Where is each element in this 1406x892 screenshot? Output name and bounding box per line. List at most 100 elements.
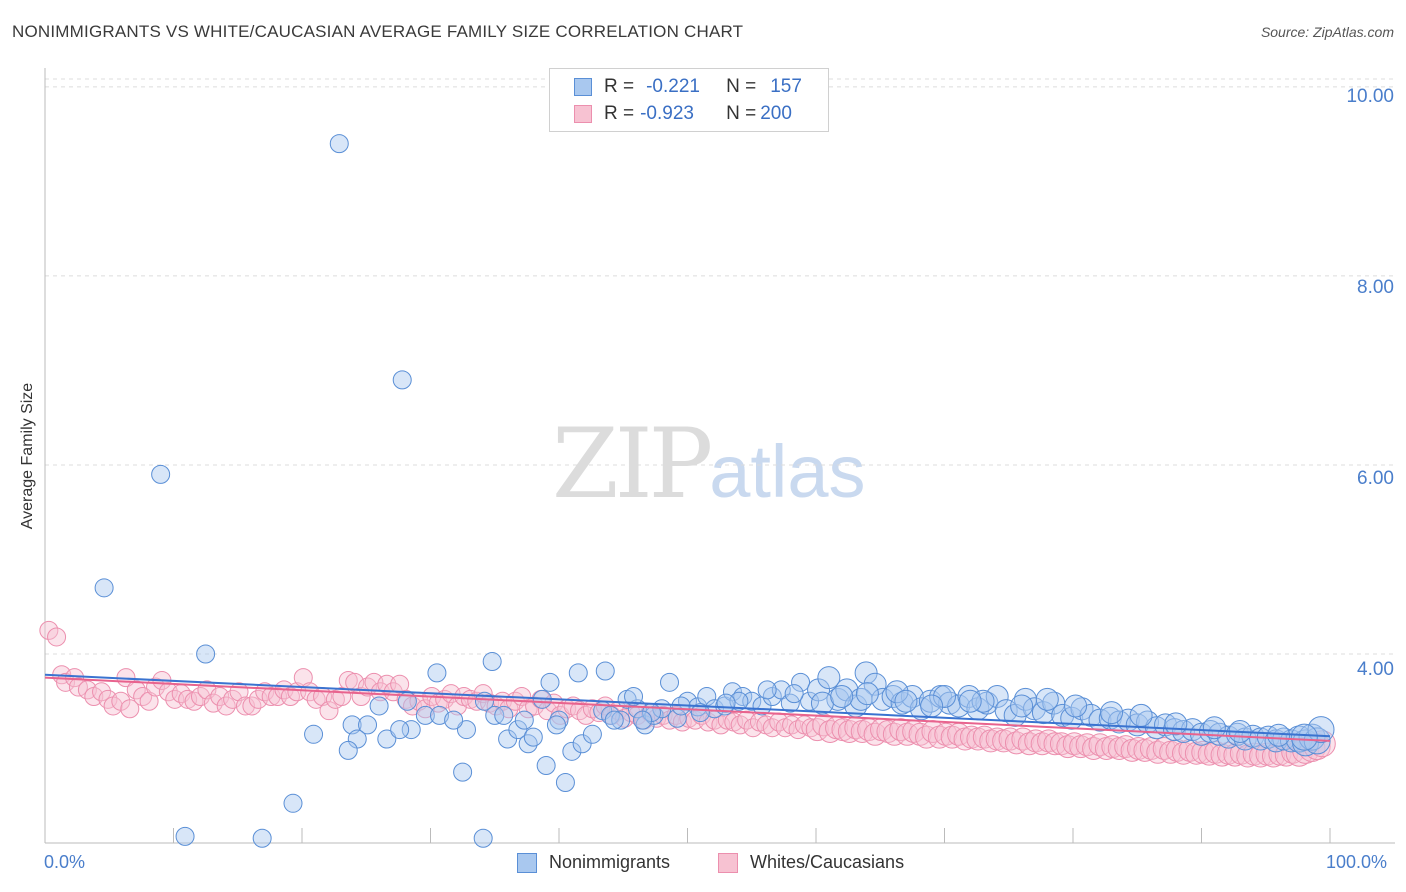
data-point-nonimmigrants [1107,710,1131,734]
data-point-nonimmigrants [771,680,791,700]
data-point-nonimmigrants [1031,701,1055,725]
data-point-whites [805,718,829,742]
data-point-nonimmigrants [807,678,831,702]
data-point-nonimmigrants [900,685,924,709]
data-point-whites [1146,740,1170,764]
data-point-whites [345,672,365,692]
data-point-nonimmigrants [690,703,710,723]
data-point-nonimmigrants [582,724,602,744]
data-point-nonimmigrants [863,672,887,696]
data-point-whites [998,727,1022,751]
data-point-whites [1062,732,1086,756]
data-point-nonimmigrants [568,663,588,683]
data-point-whites [882,722,906,746]
n-value: 200 [760,103,792,124]
data-point-whites [837,719,861,743]
data-point-nonimmigrants [390,720,410,740]
data-point-nonimmigrants [826,687,850,711]
data-point-nonimmigrants [415,705,435,725]
data-point-nonimmigrants [1164,712,1188,736]
legend-swatch-pink [718,852,738,873]
data-point-nonimmigrants [660,672,680,692]
data-point-nonimmigrants [358,715,378,735]
data-point-nonimmigrants [985,685,1009,709]
data-point-nonimmigrants [1064,694,1088,718]
data-point-whites [1082,736,1106,760]
data-point-nonimmigrants [151,464,171,484]
source-label: Source: ZipAtlas.com [1260,24,1394,40]
data-point-nonimmigrants [885,680,909,704]
data-point-nonimmigrants [644,705,664,725]
data-point-whites [319,701,339,721]
legend-label: Whites/Caucasians [750,852,905,872]
data-point-nonimmigrants [624,687,644,707]
data-point-nonimmigrants [401,720,421,740]
chart-title: NONIMMIGRANTS VS WHITE/CAUCASIAN AVERAGE… [12,22,744,41]
data-point-whites [940,725,964,749]
data-point-whites [415,699,435,719]
data-point-nonimmigrants [453,762,473,782]
data-point-whites [47,627,67,647]
data-point-nonimmigrants [1267,723,1291,747]
data-point-nonimmigrants [572,734,592,754]
data-point-whites [39,620,59,640]
data-point-nonimmigrants [1035,687,1059,711]
data-point-nonimmigrants [633,710,653,730]
data-point-nonimmigrants [830,685,854,709]
x-tick-label-min: 0.0% [44,852,86,872]
trend-line-whites [44,676,1331,742]
data-point-nonimmigrants [971,689,995,713]
data-point-nonimmigrants [329,134,349,154]
data-point-nonimmigrants [780,693,800,713]
data-point-whites [1011,727,1035,751]
data-point-nonimmigrants [555,773,575,793]
data-point-nonimmigrants [817,666,841,690]
data-point-nonimmigrants [456,720,476,740]
legend-swatch-pink [574,105,592,123]
data-point-nonimmigrants [716,693,736,713]
data-point-nonimmigrants [540,672,560,692]
data-point-nonimmigrants [342,715,362,735]
data-point-whites [1152,736,1176,760]
data-point-nonimmigrants [947,694,971,718]
n-value: 157 [770,76,802,97]
data-point-nonimmigrants [94,578,114,598]
data-point-whites [1088,733,1112,757]
n-label: N = [726,103,757,124]
data-point-whites [1184,741,1208,765]
data-point-nonimmigrants [611,710,631,730]
data-point-whites [248,689,268,709]
data-point-nonimmigrants [722,682,742,702]
data-point-nonimmigrants [482,652,502,672]
y-tick-label: 4.00 [1357,659,1394,680]
data-point-nonimmigrants [369,696,389,716]
y-axis-label: Average Family Size [19,382,36,530]
legend-item-whites[interactable]: Whites/Caucasians [718,852,904,873]
legend-row-whites: R = -0.923 N = 200 [574,103,792,125]
data-point-nonimmigrants [338,740,358,760]
y-tick-label: 6.00 [1357,468,1394,489]
data-point-whites [1049,732,1073,756]
data-point-whites [1017,732,1041,756]
data-point-whites [972,725,996,749]
data-point-nonimmigrants [508,720,528,740]
data-point-whites [934,722,958,746]
data-point-nonimmigrants [595,661,615,681]
legend-item-nonimmigrants[interactable]: Nonimmigrants [517,852,670,873]
n-label: N = [726,76,757,97]
data-point-nonimmigrants [855,682,879,706]
data-point-whites [178,689,198,709]
data-point-whites [1075,733,1099,757]
data-point-nonimmigrants [958,689,982,713]
data-point-nonimmigrants [1010,694,1034,718]
data-point-nonimmigrants [514,710,534,730]
r-label: R = [604,103,635,124]
data-point-nonimmigrants [304,724,324,744]
r-value: -0.923 [640,103,694,124]
grid-lines [45,78,1395,655]
watermark: ZIPatlas [552,408,866,520]
data-point-whites [139,691,159,711]
data-point-whites [818,719,842,743]
data-point-nonimmigrants [377,729,397,749]
